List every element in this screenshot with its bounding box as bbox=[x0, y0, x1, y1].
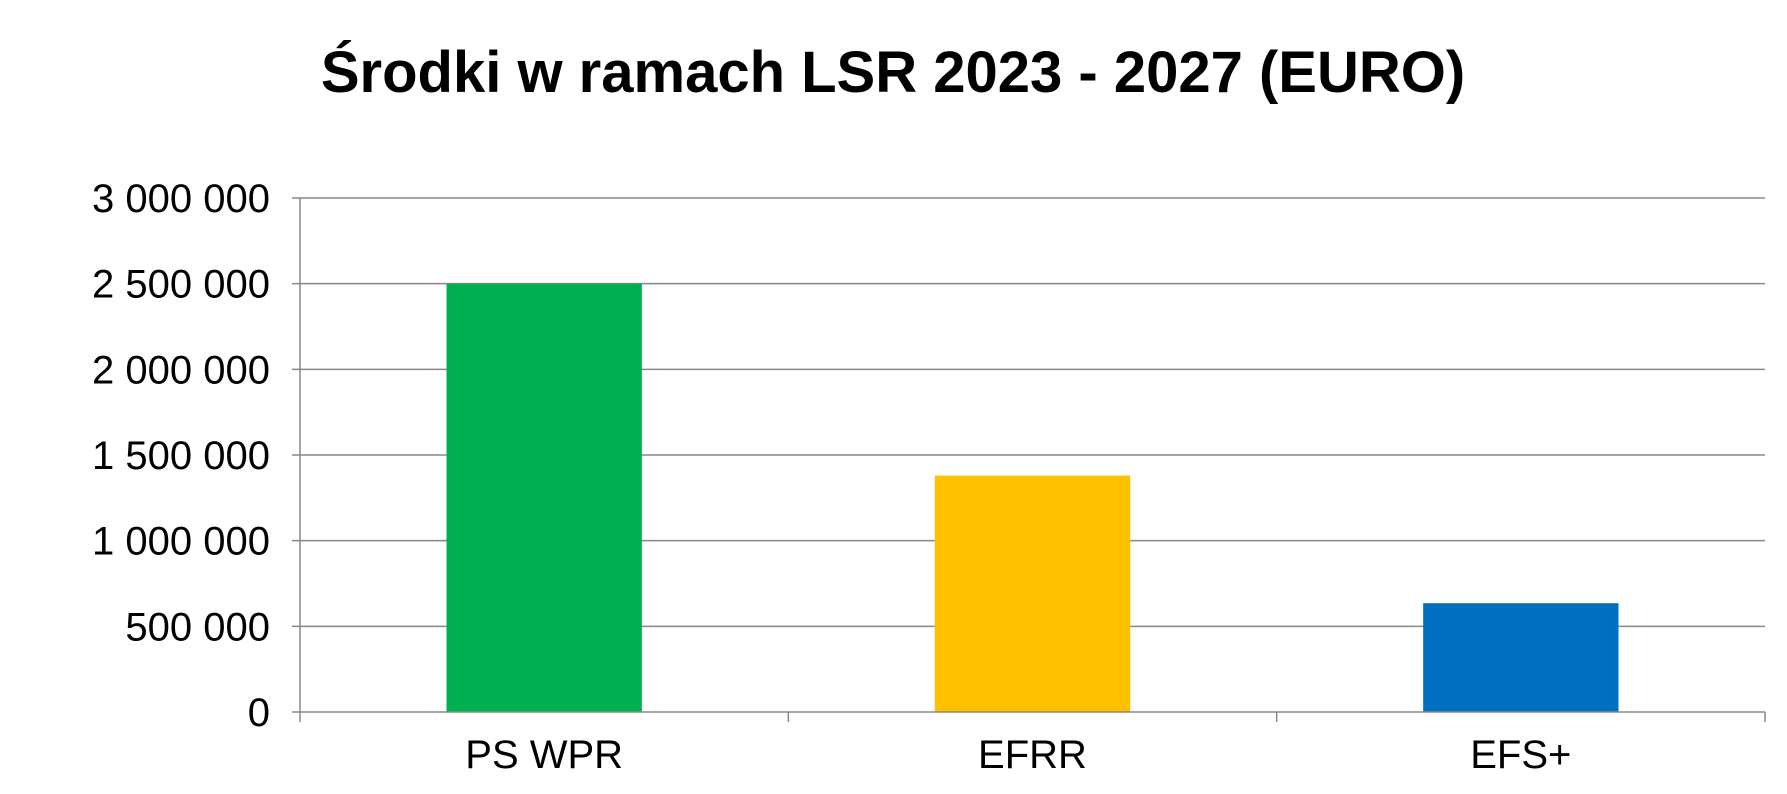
axes bbox=[299, 198, 1766, 722]
y-tick-label: 1 500 000 bbox=[92, 434, 270, 478]
y-tick-label: 2 000 000 bbox=[92, 348, 270, 392]
x-tick-label: EFS+ bbox=[1470, 733, 1571, 777]
x-tick-label: EFRR bbox=[978, 733, 1087, 777]
y-tick-label: 0 bbox=[248, 691, 270, 735]
x-tick-label: PS WPR bbox=[465, 733, 623, 777]
y-tick-labels: 0 500 000 1 000 000 1 500 000 2 000 000 2 500… bbox=[92, 177, 270, 735]
x-tick-labels: PS WPR EFRR EFS+ bbox=[465, 733, 1571, 777]
chart-title: Środki w ramach LSR 2023 - 2027 (EURO) bbox=[321, 40, 1465, 105]
y-tick-label: 500 000 bbox=[125, 605, 270, 649]
y-tick-label: 3 000 000 bbox=[92, 177, 270, 221]
y-tick-label: 1 000 000 bbox=[92, 520, 270, 564]
bar-efrr bbox=[934, 475, 1131, 712]
bars bbox=[446, 283, 1619, 712]
y-tick-label: 2 500 000 bbox=[92, 263, 270, 307]
bar-efs bbox=[1423, 603, 1619, 712]
bar-ps-wpr bbox=[446, 283, 642, 712]
